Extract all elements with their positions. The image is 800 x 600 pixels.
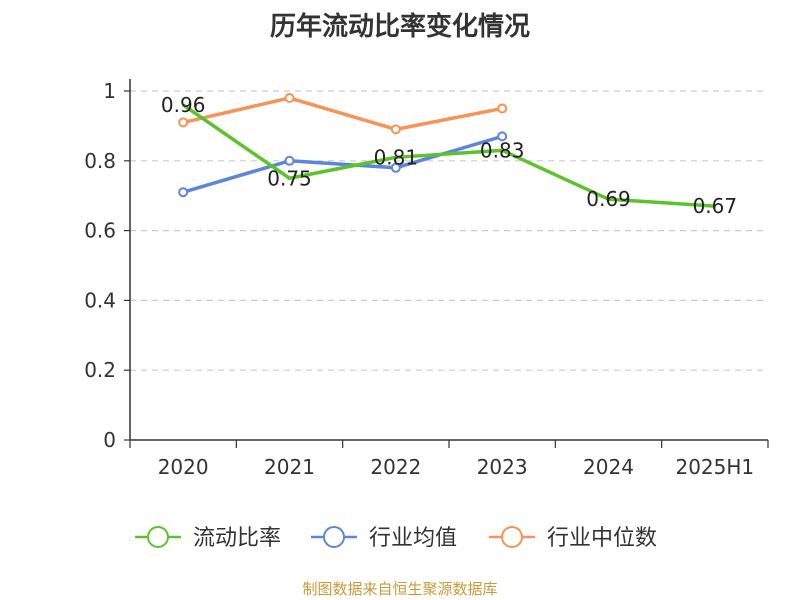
series-line-1 (182, 134, 503, 194)
data-label: 0.81 (374, 145, 419, 169)
x-tick-label: 2022 (370, 455, 421, 479)
grid-layer (130, 90, 768, 371)
data-point (497, 103, 508, 114)
legend-item: 流动比率 (135, 526, 281, 551)
data-point (497, 131, 508, 142)
legend-marker (501, 526, 523, 548)
data-label: 0.83 (480, 138, 525, 162)
data-point (178, 117, 189, 128)
series-line-0 (182, 103, 715, 208)
data-label: 0.75 (267, 166, 312, 190)
y-tick-label: 1 (103, 79, 116, 103)
data-point (284, 155, 295, 166)
data-label: 0.96 (161, 93, 206, 117)
y-tick-label: 0.2 (84, 358, 116, 382)
x-tick-label: 2023 (477, 455, 528, 479)
legend-marker (147, 526, 169, 548)
x-tick-label: 2020 (158, 455, 209, 479)
series-line-2 (182, 96, 503, 132)
legend-label: 流动比率 (193, 526, 281, 551)
data-point (390, 124, 401, 135)
y-tick-label: 0.4 (84, 288, 116, 312)
legend-item: 行业中位数 (489, 526, 657, 551)
chart-title: 历年流动比率变化情况 (269, 12, 530, 42)
legend-marker (323, 526, 345, 548)
y-tick-label: 0.8 (84, 149, 116, 173)
source-footer: 制图数据来自恒生聚源数据库 (302, 580, 498, 598)
legend: 流动比率 行业均值 行业中位数 (135, 526, 657, 551)
label-layer: 0.96 0.75 0.81 0.83 0.69 0.67 (161, 93, 737, 218)
legend-item: 行业均值 (311, 526, 457, 551)
x-tick-label: 2021 (264, 455, 315, 479)
data-point (390, 162, 401, 173)
data-point (178, 187, 189, 198)
data-label: 0.69 (586, 187, 631, 211)
legend-label: 行业均值 (369, 526, 457, 551)
x-tick-label: 2025H1 (675, 455, 754, 479)
data-point (284, 92, 295, 103)
data-label: 0.67 (693, 194, 738, 218)
y-tick-label: 0 (103, 428, 116, 452)
series-layer (178, 92, 715, 208)
legend-label: 行业中位数 (547, 526, 657, 551)
x-tick-label: 2024 (583, 455, 634, 479)
y-tick-label: 0.6 (84, 219, 116, 243)
